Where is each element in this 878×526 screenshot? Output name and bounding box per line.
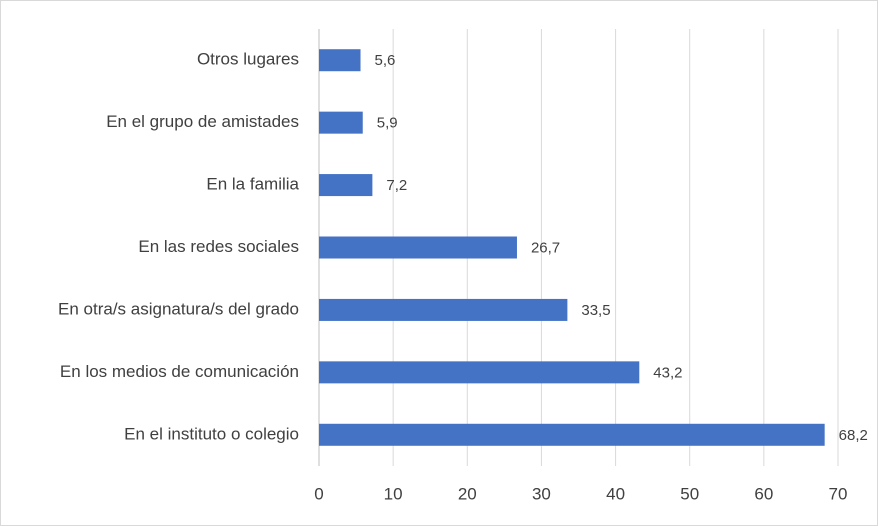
value-label: 68,2 (839, 427, 868, 444)
x-tick-label: 0 (314, 484, 323, 503)
bar (319, 236, 517, 259)
x-tick-label: 40 (606, 484, 625, 503)
x-tick-label: 30 (532, 484, 551, 503)
category-label: En los medios de comunicación (60, 362, 299, 381)
bar (319, 423, 825, 446)
value-label: 33,5 (581, 302, 610, 319)
category-label: Otros lugares (197, 50, 299, 69)
bar (319, 174, 373, 197)
category-label: En las redes sociales (138, 237, 299, 256)
category-label: En la familia (206, 175, 299, 194)
bar (319, 111, 363, 134)
value-label: 43,2 (653, 364, 682, 381)
value-label: 5,6 (375, 52, 396, 69)
bar (319, 361, 640, 384)
x-tick-label: 60 (754, 484, 773, 503)
value-label: 26,7 (531, 239, 560, 256)
category-label: En el grupo de amistades (106, 112, 299, 131)
value-label: 7,2 (386, 177, 407, 194)
x-tick-label: 70 (829, 484, 848, 503)
category-label: En otra/s asignatura/s del grado (58, 299, 299, 318)
x-tick-label: 20 (458, 484, 477, 503)
x-tick-label: 10 (384, 484, 403, 503)
bar (319, 49, 361, 72)
x-tick-label: 50 (680, 484, 699, 503)
value-label: 5,9 (377, 115, 398, 132)
category-label: En el instituto o colegio (124, 424, 299, 443)
bar (319, 298, 568, 321)
